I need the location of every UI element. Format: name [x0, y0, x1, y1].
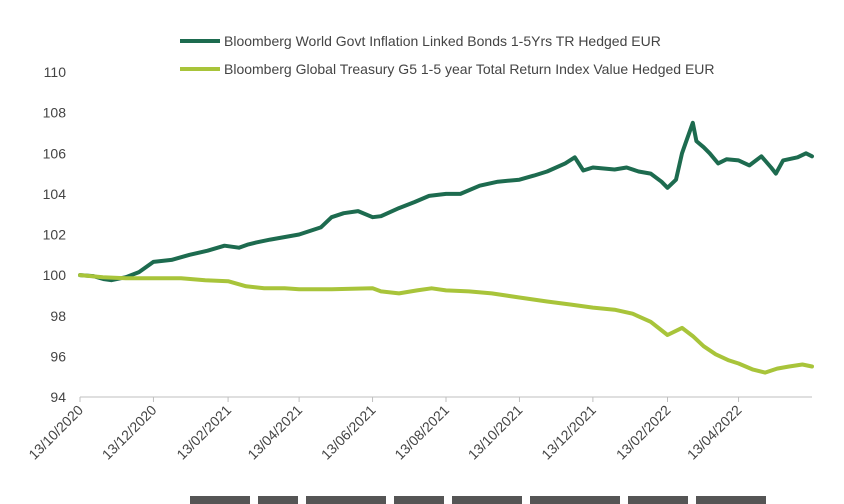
cropped-footer-text [190, 496, 766, 504]
y-tick-label: 110 [44, 64, 67, 80]
y-tick-label: 98 [50, 308, 66, 324]
y-tick-label: 96 [50, 348, 66, 364]
x-tick-label: 13/02/2022 [613, 402, 674, 463]
series-line-2 [78, 273, 814, 375]
legend: Bloomberg World Govt Inflation Linked Bo… [180, 33, 715, 77]
x-tick-label: 13/12/2021 [538, 402, 599, 463]
y-axis: 94 96 98 100 102 104 106 108 110 [43, 64, 67, 405]
x-tick-label: 13/06/2021 [318, 402, 379, 463]
x-tick-label: 13/08/2021 [391, 402, 452, 463]
legend-label-series-1: Bloomberg World Govt Inflation Linked Bo… [224, 33, 661, 49]
x-tick-label: 13/04/2022 [684, 402, 745, 463]
x-tick-label: 13/02/2021 [173, 402, 234, 463]
y-tick-label: 106 [43, 145, 67, 161]
series-layer [78, 120, 814, 375]
y-tick-label: 104 [43, 186, 67, 202]
x-tick-label: 13/10/2021 [465, 402, 526, 463]
legend-label-series-2: Bloomberg Global Treasury G5 1-5 year To… [224, 61, 715, 77]
x-axis: 13/10/2020 13/12/2020 13/02/2021 13/04/2021… [25, 396, 812, 463]
y-tick-label: 94 [50, 389, 66, 405]
y-tick-label: 102 [43, 227, 67, 243]
x-tick-label: 13/04/2021 [244, 402, 305, 463]
series-line-1 [78, 120, 814, 283]
x-tick-label: 13/12/2020 [99, 402, 160, 463]
x-tick-label: 13/10/2020 [25, 402, 86, 463]
y-tick-label: 108 [43, 105, 67, 121]
y-tick-label: 100 [43, 267, 67, 283]
